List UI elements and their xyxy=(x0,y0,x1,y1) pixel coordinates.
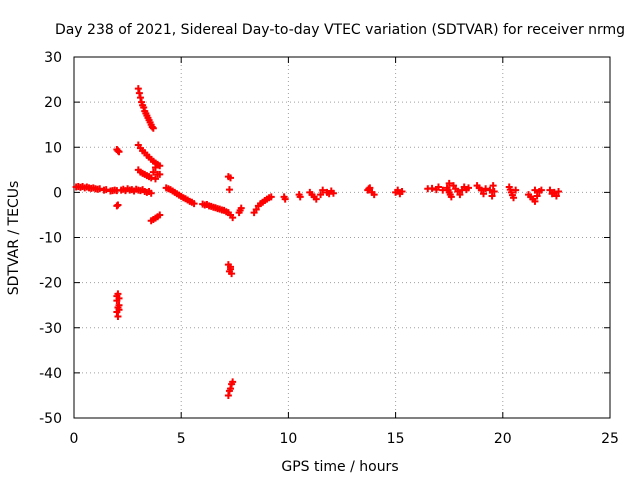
data-point xyxy=(482,185,490,193)
data-point xyxy=(225,186,233,194)
data-point xyxy=(486,186,494,194)
data-point xyxy=(555,187,563,195)
data-point xyxy=(113,297,121,305)
x-tick-label: 15 xyxy=(387,431,405,447)
x-tick-label: 25 xyxy=(601,431,619,447)
data-point xyxy=(102,186,110,194)
data-point xyxy=(114,290,122,298)
data-point xyxy=(489,182,497,190)
data-point xyxy=(96,185,104,193)
data-point xyxy=(398,187,406,195)
x-tick-label: 0 xyxy=(70,431,79,447)
data-point xyxy=(134,85,142,93)
data-point xyxy=(281,195,289,203)
data-point xyxy=(447,193,455,201)
y-tick-label: -30 xyxy=(39,321,62,337)
data-point xyxy=(365,185,373,193)
data-point xyxy=(531,197,539,205)
data-point xyxy=(151,175,159,183)
data-point xyxy=(552,192,560,200)
data-point xyxy=(147,189,155,197)
y-tick-label: -10 xyxy=(39,231,62,247)
data-point xyxy=(156,170,164,178)
y-tick-label: 20 xyxy=(44,95,62,111)
y-tick-label: 0 xyxy=(53,185,62,201)
data-point xyxy=(227,265,235,273)
data-point xyxy=(149,168,157,176)
data-point xyxy=(135,89,143,97)
x-tick-label: 20 xyxy=(494,431,512,447)
data-point xyxy=(296,193,304,201)
grid-lines xyxy=(74,57,610,418)
data-point xyxy=(317,191,325,199)
data-point xyxy=(190,200,198,208)
data-point xyxy=(224,391,232,399)
data-point xyxy=(531,186,539,194)
data-point xyxy=(537,186,545,194)
data-point xyxy=(140,104,148,112)
data-point xyxy=(151,164,159,172)
data-point xyxy=(510,194,518,202)
data-point xyxy=(156,162,164,170)
data-point xyxy=(480,190,488,198)
data-point xyxy=(156,211,164,219)
data-point xyxy=(445,179,453,187)
data-point xyxy=(227,385,235,393)
data-point xyxy=(456,191,464,199)
y-tick-label: -20 xyxy=(39,276,62,292)
chart-title: Day 238 of 2021, Sidereal Day-to-day VTE… xyxy=(55,22,625,38)
data-point xyxy=(252,206,260,214)
data-point xyxy=(115,148,123,156)
data-point xyxy=(477,186,485,194)
data-point xyxy=(237,204,245,212)
y-axis-ticks: 30 20 10 0 -10 -20 -30 -40 -50 xyxy=(39,50,610,427)
data-point xyxy=(228,270,236,278)
y-tick-label: -40 xyxy=(39,366,62,382)
y-tick-label: 10 xyxy=(44,140,62,156)
data-point xyxy=(114,312,122,320)
data-point xyxy=(149,124,157,132)
data-point xyxy=(229,214,237,222)
data-point xyxy=(488,192,496,200)
data-point xyxy=(546,186,554,194)
data-point xyxy=(229,378,237,386)
data-point xyxy=(490,187,498,195)
data-point xyxy=(428,184,436,192)
x-tick-label: 5 xyxy=(177,431,186,447)
y-axis-label: SDTVAR / TECUs xyxy=(6,181,22,296)
data-point xyxy=(267,193,275,201)
data-point xyxy=(329,189,337,197)
data-point xyxy=(512,186,520,194)
data-point xyxy=(464,184,472,192)
data-point xyxy=(115,301,123,309)
data-point xyxy=(319,186,327,194)
data-point xyxy=(136,94,144,102)
data-point xyxy=(370,191,378,199)
data-points xyxy=(72,85,563,399)
data-point xyxy=(394,186,402,194)
data-point xyxy=(114,201,122,209)
data-point xyxy=(227,174,235,182)
data-point xyxy=(312,195,320,203)
data-point xyxy=(434,183,442,191)
data-point xyxy=(113,308,121,316)
y-tick-label: -50 xyxy=(39,411,62,427)
y-tick-label: 30 xyxy=(44,50,62,66)
x-tick-label: 10 xyxy=(279,431,297,447)
data-point xyxy=(533,192,541,200)
x-axis-ticks: 0 5 10 15 20 25 xyxy=(70,57,619,447)
x-axis-label: GPS time / hours xyxy=(281,459,398,475)
